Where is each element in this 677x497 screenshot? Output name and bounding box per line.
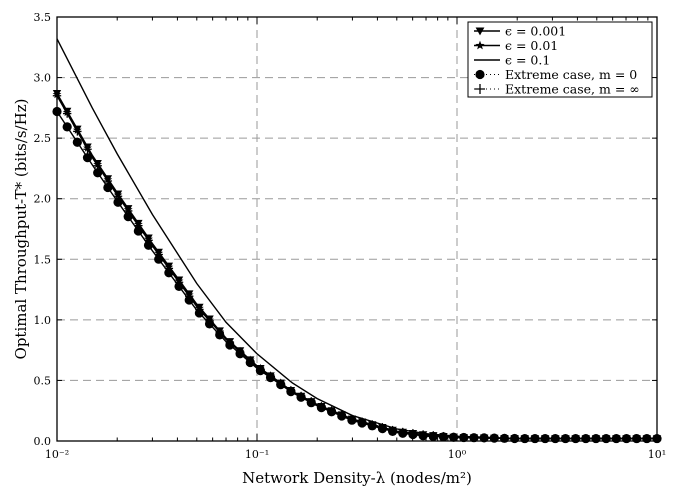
data-point <box>245 357 255 368</box>
data-point <box>510 433 520 444</box>
data-point <box>123 212 133 222</box>
x-tick-label: 10⁻¹ <box>245 448 269 461</box>
data-point <box>215 330 225 340</box>
data-point <box>286 387 296 397</box>
series-line <box>56 92 657 440</box>
data-point <box>204 319 215 329</box>
legend-marker <box>475 27 485 36</box>
data-point <box>449 432 459 442</box>
x-tick-label: 10¹ <box>648 448 666 461</box>
series-line <box>56 94 657 440</box>
legend-item: ϵ = 0.1 <box>474 53 550 68</box>
data-point <box>103 182 113 193</box>
data-point <box>82 153 93 163</box>
x-tick-label: 10⁰ <box>448 448 467 461</box>
y-tick-label: 2.5 <box>34 132 52 145</box>
y-tick-label: 1.5 <box>34 253 52 266</box>
tick-layer: 0.0 0.5 1.0 1.5 2.0 2.5 3.0 3.5 10⁻² 10⁻¹ 10⁰ 10¹ <box>34 11 667 461</box>
data-point <box>164 268 174 278</box>
data-point <box>255 366 265 376</box>
series-plus <box>52 91 662 443</box>
data-point <box>296 392 306 402</box>
data-point <box>276 380 286 390</box>
series-line <box>56 95 657 440</box>
legend-marker <box>475 69 485 80</box>
data-point <box>62 122 72 132</box>
data-point <box>154 254 164 264</box>
y-tick-label: 1.0 <box>34 314 52 327</box>
data-point <box>225 340 235 350</box>
data-point <box>93 168 103 178</box>
data-point <box>83 145 92 154</box>
y-tick-label: 3.0 <box>34 72 52 85</box>
legend-label: Extreme case, m = ∞ <box>505 82 640 97</box>
data-point <box>367 421 377 431</box>
data-point <box>113 197 123 207</box>
series-star <box>52 89 662 443</box>
data-point <box>143 240 154 250</box>
legend-label: ϵ = 0.001 <box>505 24 566 39</box>
data-point <box>62 109 72 118</box>
legend-item: ϵ = 0.001 <box>474 24 566 39</box>
legend-item: Extreme case, m = 0 <box>474 67 637 82</box>
data-point <box>438 432 449 442</box>
data-point <box>520 433 530 444</box>
data-point <box>469 433 479 443</box>
series-layer <box>52 38 662 444</box>
data-point <box>571 433 581 444</box>
data-point <box>418 431 428 441</box>
data-point <box>591 433 601 444</box>
data-point <box>326 407 337 417</box>
y-axis-label: Optimal Throughput-T* (bits/s/Hz) <box>12 99 30 360</box>
legend-marker <box>475 40 485 50</box>
data-point <box>73 127 82 136</box>
x-tick-label: 10⁻² <box>45 448 69 461</box>
data-point <box>581 433 591 444</box>
data-point <box>357 418 367 428</box>
data-point <box>540 433 550 444</box>
data-point <box>530 433 540 444</box>
series-triangle-down <box>52 89 662 443</box>
series-circle <box>52 106 662 444</box>
y-tick-label: 0.5 <box>34 374 52 387</box>
legend-label: ϵ = 0.01 <box>505 38 558 53</box>
data-point <box>184 295 194 305</box>
data-point <box>632 433 642 444</box>
data-point <box>72 137 82 147</box>
data-point <box>377 423 388 434</box>
data-point <box>306 398 316 408</box>
data-point <box>265 373 276 383</box>
data-point <box>347 415 357 425</box>
x-axis-label: Network Density-λ (nodes/m²) <box>242 469 472 487</box>
data-point <box>316 403 327 413</box>
data-point <box>337 411 347 421</box>
data-point <box>133 226 143 236</box>
legend-item: Extreme case, m = ∞ <box>474 82 640 97</box>
y-tick-label: 2.0 <box>34 193 52 206</box>
data-point <box>459 432 469 443</box>
series-line <box>56 111 657 440</box>
y-tick-label: 3.5 <box>34 11 52 24</box>
data-point <box>560 433 571 444</box>
data-point <box>194 308 204 318</box>
data-point <box>174 281 184 292</box>
legend-marker <box>475 84 485 94</box>
data-point <box>398 428 408 438</box>
data-point <box>235 349 245 359</box>
data-point <box>642 433 652 444</box>
data-point <box>601 433 611 444</box>
data-point <box>387 426 398 436</box>
legend-item: ϵ = 0.01 <box>474 38 558 53</box>
data-point <box>408 429 418 440</box>
legend-label: ϵ = 0.1 <box>505 53 550 68</box>
legend-label: Extreme case, m = 0 <box>505 67 637 82</box>
data-point <box>479 433 489 443</box>
y-tick-label: 0.0 <box>34 435 52 448</box>
data-point <box>428 431 438 442</box>
plot-frame <box>56 16 658 442</box>
